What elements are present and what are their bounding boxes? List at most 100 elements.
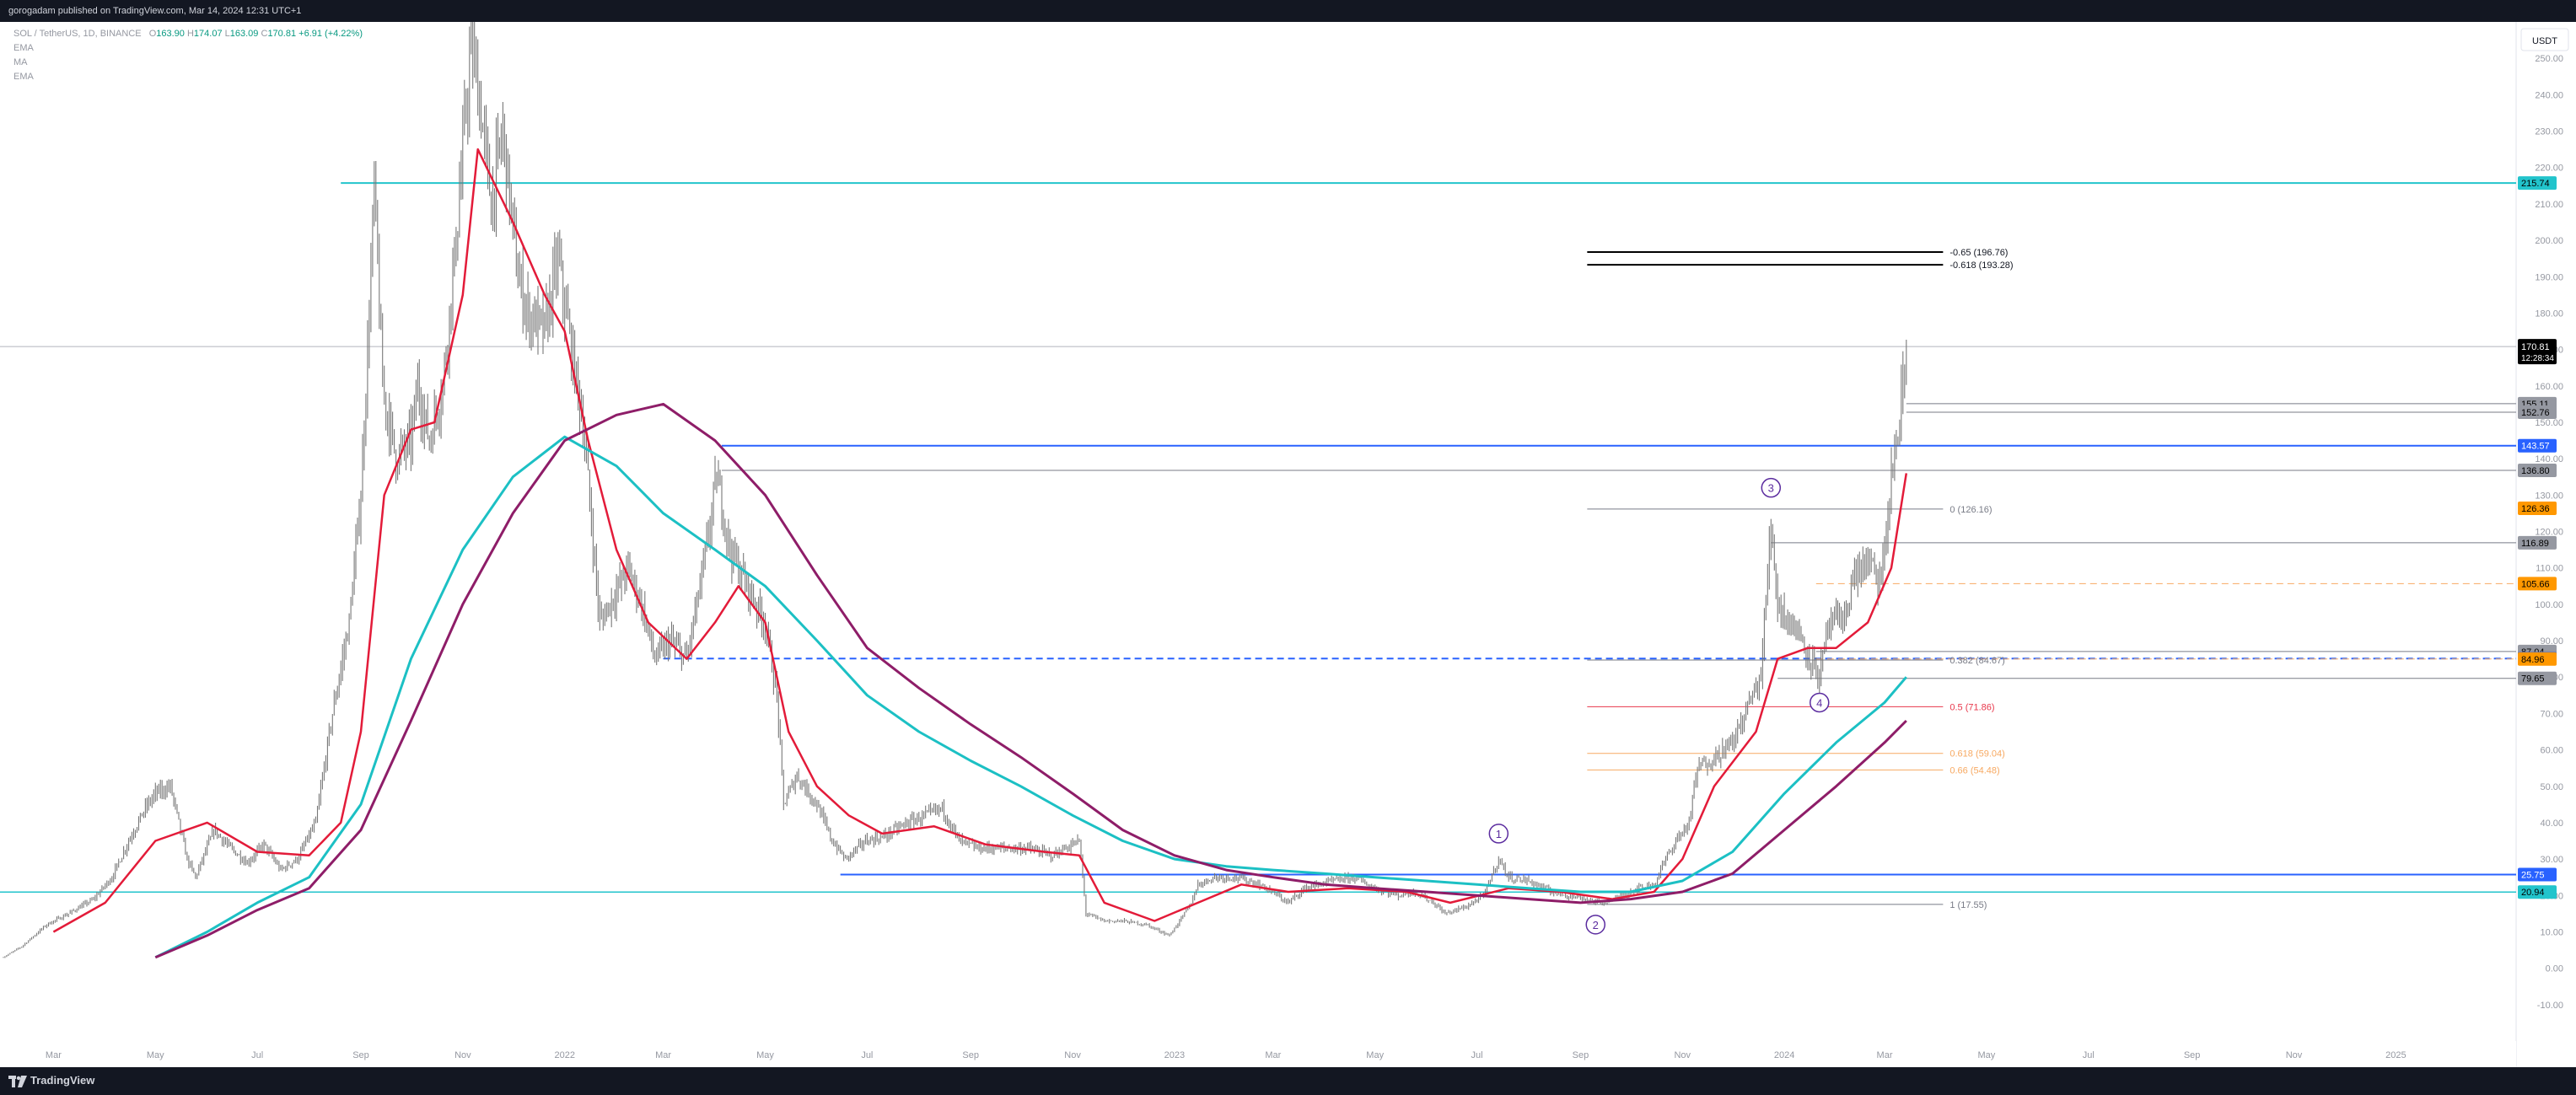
fib-level-label: 0.618 (59.04) <box>1949 749 2004 760</box>
tradingview-logo-icon <box>8 1075 27 1087</box>
legend-high-label: H <box>186 29 194 39</box>
y-tick-label: 10.00 <box>2540 927 2563 937</box>
time-axis-labels: Mar May Jul Sep Nov 2022 Mar May Jul Sep Nov 2023 Ma… <box>46 1050 2407 1060</box>
price-label-box <box>2518 867 2557 882</box>
price-label-text: 170.81 <box>2521 342 2550 352</box>
price-label-text: 143.57 <box>2521 442 2550 452</box>
legend-low: 163.09 <box>229 29 259 39</box>
price-label-box <box>2518 671 2557 685</box>
brand-name: TradingView <box>30 1074 95 1087</box>
wave-marker-circle[interactable] <box>1585 915 1605 935</box>
price-label-box <box>2518 535 2557 550</box>
legend-low-label: L <box>224 29 230 39</box>
x-tick-label: 2024 <box>1774 1050 1794 1060</box>
y-tick-label: 50.00 <box>2540 782 2563 792</box>
price-label-text: 25.75 <box>2521 870 2545 880</box>
y-tick-label: 200.00 <box>2535 236 2563 246</box>
y-tick-label: -10.00 <box>2537 1001 2563 1011</box>
publish-text: gorogadam published on TradingView.com, … <box>8 6 302 16</box>
x-tick-label: May <box>1978 1050 1996 1060</box>
fib-level-label: 1 (17.55) <box>1949 900 1987 910</box>
y-tick-label: 30.00 <box>2540 855 2563 865</box>
x-tick-label: Nov <box>1674 1050 1691 1060</box>
y-tick-label: 230.00 <box>2535 127 2563 137</box>
legend-indicator-3[interactable]: EMA <box>13 72 34 82</box>
price-label-box <box>2518 463 2557 477</box>
y-tick-label: 90.00 <box>2540 636 2563 647</box>
x-tick-label: Jul <box>251 1050 263 1060</box>
price-label-text: 84.96 <box>2521 655 2545 665</box>
y-tick-label: 250.00 <box>2535 54 2563 64</box>
y-tick-label: 130.00 <box>2535 491 2563 501</box>
legend-high: 174.07 <box>193 29 223 39</box>
publish-bar: gorogadam published on TradingView.com, … <box>0 0 2576 22</box>
price-label-text: 116.89 <box>2521 539 2549 549</box>
series-line[interactable] <box>154 435 1907 959</box>
y-tick-label: 240.00 <box>2535 90 2563 100</box>
price-label-text: 152.76 <box>2521 408 2550 418</box>
x-tick-label: 2022 <box>554 1050 574 1060</box>
x-tick-label: Nov <box>1064 1050 1081 1060</box>
x-tick-label: May <box>147 1050 164 1060</box>
wave-marker-circle[interactable] <box>1488 824 1509 844</box>
legend-symbol-row: SOL / TetherUS, 1D, BINANCE O163.90 H174… <box>13 27 363 41</box>
fib-level-label: -0.65 (196.76) <box>1949 248 2008 258</box>
wave-marker-circle[interactable] <box>1810 692 1830 713</box>
wave-marker-label: 3 <box>1768 482 1774 495</box>
y-tick-label: 210.00 <box>2535 200 2563 210</box>
tradingview-logo[interactable]: TradingView <box>8 1074 94 1087</box>
y-tick-label: 0.00 <box>2546 964 2563 974</box>
moving-averages <box>52 148 1908 959</box>
horizontal-levels <box>0 182 2516 893</box>
x-tick-label: Nov <box>454 1050 471 1060</box>
x-tick-label: 2025 <box>2385 1050 2406 1060</box>
x-tick-label: Sep <box>352 1050 369 1060</box>
x-tick-label: May <box>1366 1050 1384 1060</box>
y-tick-label: 220.00 <box>2535 164 2563 174</box>
price-label-text: 79.65 <box>2521 674 2545 684</box>
currency-badge[interactable]: USDT <box>2520 28 2569 51</box>
y-tick-label: 70.00 <box>2540 709 2563 719</box>
price-level-labels: 215.74170.8112:28:34155.11152.76143.5713… <box>2518 176 2557 899</box>
y-tick-label: 120.00 <box>2535 528 2563 538</box>
series-line[interactable] <box>154 402 1907 959</box>
legend-indicator-1[interactable]: EMA <box>13 43 34 53</box>
price-label-box <box>2518 438 2557 453</box>
x-tick-label: Mar <box>655 1050 671 1060</box>
x-tick-label: Sep <box>962 1050 979 1060</box>
y-tick-label: 40.00 <box>2540 819 2563 829</box>
y-tick-label: 100.00 <box>2535 600 2563 610</box>
series-line[interactable] <box>52 148 1908 933</box>
x-tick-label: Sep <box>2184 1050 2201 1060</box>
wave-marker-label: 1 <box>1496 828 1502 840</box>
price-label-text: 20.94 <box>2521 888 2545 898</box>
y-tick-label: 60.00 <box>2540 746 2563 756</box>
legend-symbol[interactable]: SOL / TetherUS, 1D, BINANCE <box>13 29 142 39</box>
y-tick-label: 110.00 <box>2536 564 2563 574</box>
price-label-box <box>2518 502 2557 516</box>
fib-level-label: 0.5 (71.86) <box>1949 702 1994 712</box>
chart-pane[interactable]: -0.65 (196.76) -0.618 (193.28) 0 (126.16) 0… <box>0 0 2576 1067</box>
time-axis[interactable] <box>0 1041 2516 1067</box>
legend-indicator-2[interactable]: MA <box>13 57 28 67</box>
wave-marker-circle[interactable] <box>1761 477 1782 498</box>
legend-open: 163.90 <box>156 29 185 39</box>
legend-open-label: O <box>148 29 157 39</box>
x-tick-label: Mar <box>46 1050 62 1060</box>
price-label-countdown: 12:28:34 <box>2521 354 2554 363</box>
price-label-text: 105.66 <box>2521 579 2550 589</box>
x-tick-label: Jul <box>1471 1050 1483 1060</box>
legend-change: +6.91 (+4.22%) <box>298 29 363 39</box>
x-tick-label: Nov <box>2286 1050 2303 1060</box>
price-label-box <box>2518 339 2557 365</box>
currency-badge-box[interactable] <box>2520 28 2569 51</box>
fib-level-label: 0.382 (84.67) <box>1949 656 2004 666</box>
legend-close-label: C <box>261 29 268 39</box>
price-chart[interactable]: -0.65 (196.76) -0.618 (193.28) 0 (126.16) 0… <box>0 0 2576 1067</box>
price-label-box <box>2518 652 2557 666</box>
chart-background <box>0 22 2576 1067</box>
y-tick-label: 160.00 <box>2535 382 2563 392</box>
price-label-box <box>2518 885 2557 899</box>
y-tick-label: 190.00 <box>2535 272 2563 282</box>
y-tick-label: 150.00 <box>2535 418 2563 428</box>
